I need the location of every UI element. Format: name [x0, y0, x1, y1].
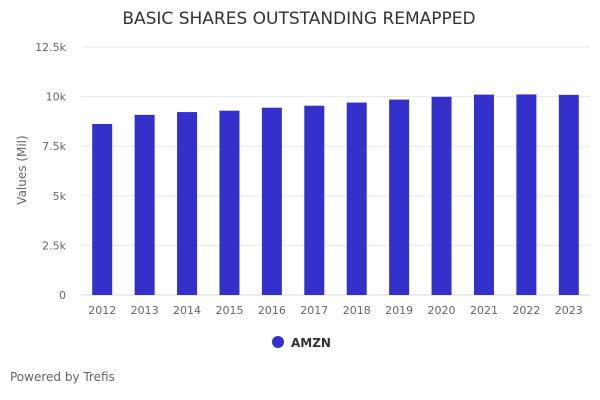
y-tick-label: 0 [59, 289, 66, 302]
y-tick-label: 10k [46, 91, 67, 104]
bar-2016[interactable] [261, 107, 282, 295]
bar-2021[interactable] [473, 94, 494, 295]
x-tick-label: 2016 [258, 304, 286, 317]
bar-2022[interactable] [516, 94, 537, 295]
x-tick-label: 2020 [428, 304, 456, 317]
bar-2015[interactable] [219, 110, 240, 295]
bar-2023[interactable] [558, 94, 579, 296]
grid-lines [81, 46, 590, 296]
x-tick-label: 2014 [173, 304, 201, 317]
x-tick-label: 2015 [215, 304, 243, 317]
x-tick-label: 2012 [88, 304, 116, 317]
bar-2014[interactable] [177, 112, 198, 296]
bar-2012[interactable] [92, 123, 113, 295]
bar-2017[interactable] [304, 105, 325, 295]
y-tick-label: 12.5k [35, 41, 66, 54]
x-tick-label: 2018 [343, 304, 371, 317]
x-tick-label: 2019 [385, 304, 413, 317]
x-tick-label: 2022 [512, 304, 540, 317]
y-axis-label: Values (Mil) [15, 135, 29, 204]
bars [92, 94, 579, 296]
chart-title: BASIC SHARES OUTSTANDING REMAPPED [122, 9, 475, 29]
x-axis: 2012 2013 2014 2015 2016 2017 2018 2019 2020 2021… [88, 304, 583, 317]
bar-2018[interactable] [346, 102, 367, 295]
legend-label: AMZN [291, 336, 331, 350]
x-tick-label: 2023 [555, 304, 583, 317]
x-tick-label: 2021 [470, 304, 498, 317]
legend[interactable]: AMZN [272, 336, 331, 350]
x-tick-label: 2017 [300, 304, 328, 317]
bar-2013[interactable] [134, 114, 155, 295]
x-tick-label: 2013 [131, 304, 159, 317]
y-tick-label: 2.5k [42, 239, 66, 252]
y-tick-label: 7.5k [42, 140, 66, 153]
y-tick-label: 5k [53, 190, 67, 203]
bar-2020[interactable] [431, 96, 452, 295]
legend-marker [272, 336, 284, 348]
bar-2019[interactable] [389, 99, 410, 296]
credit-text[interactable]: Powered by Trefis [10, 370, 115, 384]
y-axis: 0 2.5k 5k 7.5k 10k 12.5k [35, 41, 66, 302]
